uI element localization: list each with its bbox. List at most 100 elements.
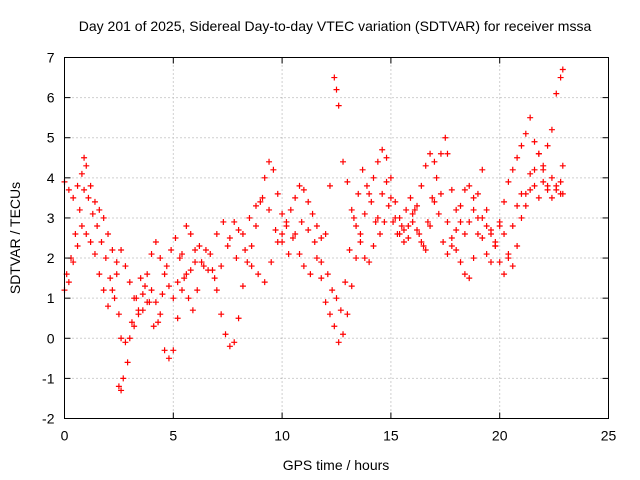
x-axis-title: GPS time / hours (283, 457, 390, 473)
data-point (183, 271, 190, 278)
data-point (111, 295, 118, 302)
data-point (91, 198, 98, 205)
data-point (531, 182, 538, 189)
data-point (161, 271, 168, 278)
data-point (115, 311, 122, 318)
data-point (89, 210, 96, 217)
data-point (331, 323, 338, 330)
data-point (70, 259, 77, 266)
data-point (470, 194, 477, 201)
data-point (331, 74, 338, 81)
data-point (474, 230, 481, 237)
data-point (448, 243, 455, 250)
data-point (192, 259, 199, 266)
data-point (409, 218, 416, 225)
data-point (483, 251, 490, 258)
data-point (326, 182, 333, 189)
data-point (96, 206, 103, 213)
data-point (192, 247, 199, 254)
data-point (107, 275, 114, 282)
data-point (146, 299, 153, 306)
data-point (548, 174, 555, 181)
y-tick-label: 1 (47, 290, 55, 306)
data-point (96, 271, 103, 278)
data-point (453, 247, 460, 254)
data-point (226, 235, 233, 241)
data-point (274, 190, 281, 197)
x-tick-label: 0 (61, 428, 69, 444)
data-point (318, 259, 325, 266)
data-point (461, 186, 468, 193)
data-point (300, 263, 307, 270)
data-point (414, 202, 421, 209)
data-point (374, 158, 381, 165)
data-point (165, 283, 172, 290)
y-tick-label: 3 (47, 210, 55, 226)
data-point (296, 182, 303, 189)
data-point (333, 86, 340, 93)
data-point (155, 319, 162, 326)
data-point (548, 126, 555, 133)
data-point (126, 335, 133, 342)
data-point (474, 190, 481, 197)
data-point (185, 295, 192, 302)
data-point (94, 222, 101, 229)
data-point (479, 235, 486, 241)
data-point (133, 295, 140, 302)
data-point (196, 243, 203, 250)
data-point (333, 295, 340, 302)
data-point (522, 130, 529, 137)
data-point (518, 214, 525, 221)
data-point (313, 255, 320, 262)
y-tick-label: -1 (42, 370, 55, 386)
data-point (461, 230, 468, 237)
grid (64, 57, 609, 419)
data-point (239, 230, 246, 237)
x-tick-label: 10 (274, 428, 290, 444)
data-point (109, 287, 116, 294)
data-point (403, 206, 410, 213)
data-point (74, 243, 81, 250)
data-point (91, 251, 98, 258)
data-point (307, 271, 314, 278)
data-point (235, 226, 242, 233)
data-point (535, 194, 542, 201)
series-1 (61, 66, 566, 362)
data-point (329, 287, 336, 294)
data-point (409, 210, 416, 217)
data-point (187, 230, 194, 237)
y-tick-label: 0 (47, 330, 55, 346)
x-tick-label: 5 (169, 428, 177, 444)
data-point (135, 307, 142, 314)
data-point (289, 235, 296, 241)
data-point (266, 206, 273, 213)
data-point (509, 222, 516, 229)
data-point (137, 275, 144, 282)
data-point (501, 198, 508, 205)
data-point (372, 218, 379, 225)
data-point (259, 194, 266, 201)
data-point (311, 239, 318, 246)
data-point (431, 198, 438, 205)
data-point (174, 315, 181, 322)
data-point (179, 251, 186, 258)
data-point (540, 166, 547, 173)
data-point (157, 255, 164, 262)
data-point (266, 158, 273, 165)
data-point (252, 222, 259, 229)
data-point (427, 150, 434, 157)
data-point (387, 194, 394, 201)
data-point (474, 214, 481, 221)
data-point (340, 331, 347, 338)
data-point (218, 311, 225, 318)
data-point (518, 142, 525, 149)
data-point (444, 218, 451, 225)
data-point (324, 271, 331, 278)
data-point (270, 166, 277, 173)
data-point (81, 154, 88, 161)
data-point (220, 218, 227, 225)
data-point (65, 279, 72, 286)
data-point (81, 186, 88, 193)
data-point (231, 339, 238, 346)
data-marks (61, 66, 566, 394)
